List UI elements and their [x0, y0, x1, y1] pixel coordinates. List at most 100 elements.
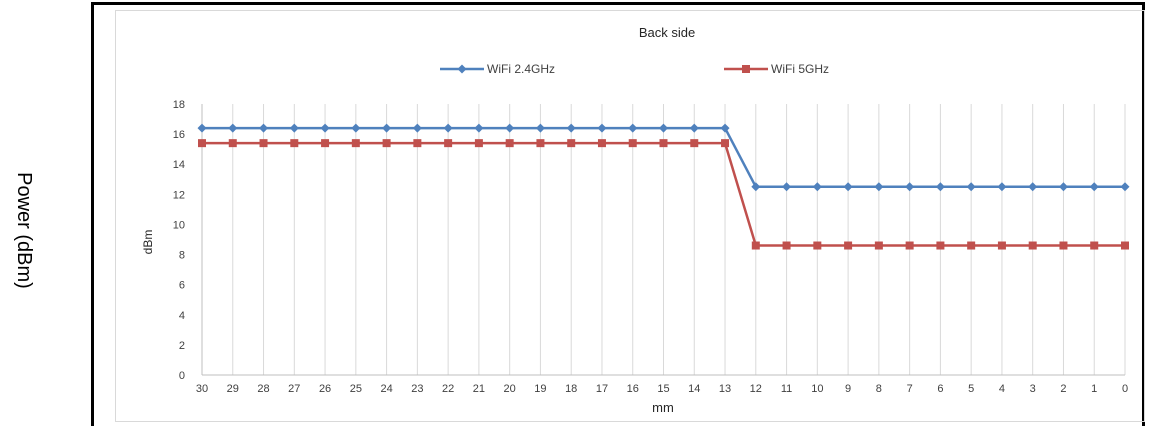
x-tick-label: 11: [781, 383, 792, 395]
x-tick-label: 28: [257, 383, 269, 395]
data-point-marker: [997, 182, 1007, 192]
x-tick-label: 16: [627, 383, 639, 395]
data-point-marker: [1121, 241, 1129, 250]
x-tick-labels: 30 29 28 27 26 25 24 23 22 21 20 19 18 17 16 15 14 13 12 11…: [196, 383, 1128, 395]
data-point-marker: [843, 182, 853, 192]
x-tick-label: 9: [845, 383, 851, 395]
x-tick-label: 0: [1122, 383, 1128, 395]
data-point-marker: [967, 241, 976, 250]
x-tick-label: 13: [719, 383, 731, 395]
data-point-marker: [198, 139, 206, 148]
y-tick-label: 2: [179, 340, 185, 352]
x-axis-title: mm: [652, 400, 674, 415]
x-tick-label: 29: [227, 383, 239, 395]
data-point-marker: [812, 182, 822, 192]
axes: [201, 104, 1125, 376]
chart-title: Back side: [639, 25, 695, 40]
x-tick-label: 5: [968, 383, 974, 395]
data-point-marker: [412, 123, 422, 133]
x-tick-label: 19: [534, 383, 546, 395]
data-point-marker: [1058, 182, 1068, 192]
x-tick-label: 6: [937, 383, 943, 395]
data-point-marker: [382, 139, 391, 148]
x-tick-label: 23: [411, 383, 423, 395]
x-tick-label: 15: [657, 383, 669, 395]
data-point-marker: [444, 139, 453, 148]
legend-marker: [742, 65, 750, 73]
x-tick-label: 1: [1091, 383, 1097, 395]
x-tick-label: 18: [565, 383, 577, 395]
y-tick-label: 10: [173, 219, 185, 231]
x-tick-label: 7: [907, 383, 913, 395]
data-point-marker: [536, 139, 545, 148]
data-point-marker: [597, 139, 606, 148]
x-tick-label: 10: [811, 383, 823, 395]
x-tick-label: 2: [1060, 383, 1066, 395]
x-tick-label: 24: [380, 383, 392, 395]
x-tick-label: 25: [350, 383, 362, 395]
x-tick-label: 4: [999, 383, 1005, 395]
series-1: [197, 123, 1130, 192]
y-tick-label: 0: [179, 370, 185, 382]
data-point-marker: [413, 139, 422, 148]
data-point-marker: [690, 139, 699, 148]
data-point-marker: [782, 182, 792, 192]
data-point-marker: [1059, 241, 1068, 250]
x-tick-label: 30: [196, 383, 208, 395]
x-tick-label: 20: [504, 383, 516, 395]
data-point-marker: [751, 241, 760, 250]
data-point-marker: [474, 123, 484, 133]
gridlines: [201, 104, 1126, 375]
data-point-marker: [443, 123, 453, 133]
legend-item: WiFi 5GHz: [724, 62, 829, 76]
data-point-marker: [935, 182, 945, 192]
data-point-marker: [905, 241, 914, 250]
legend-item: WiFi 2.4GHz: [440, 62, 555, 76]
data-point-marker: [505, 139, 514, 148]
legend-label: WiFi 5GHz: [771, 62, 829, 76]
data-point-marker: [751, 182, 761, 192]
data-point-marker: [321, 139, 330, 148]
y-tick-label: 18: [173, 99, 185, 111]
data-point-marker: [289, 123, 299, 133]
y-axis-title: dBm: [141, 230, 155, 255]
data-point-marker: [936, 241, 945, 250]
x-tick-label: 14: [688, 383, 700, 395]
data-point-marker: [197, 123, 207, 133]
series-lines: [197, 123, 1130, 250]
data-point-marker: [474, 139, 483, 148]
y-tick-labels: 0 2 4 6 8 10 12 14 16 18: [173, 99, 185, 382]
data-point-marker: [628, 139, 637, 148]
y-tick-label: 16: [173, 129, 185, 141]
legend: WiFi 2.4GHz WiFi 5GHz: [440, 62, 829, 76]
x-tick-label: 27: [288, 383, 300, 395]
data-point-marker: [1090, 241, 1099, 250]
data-point-marker: [782, 241, 791, 250]
data-point-marker: [1028, 241, 1037, 250]
data-point-marker: [1028, 182, 1038, 192]
data-point-marker: [505, 123, 515, 133]
data-point-marker: [320, 123, 330, 133]
data-point-marker: [628, 123, 638, 133]
data-point-marker: [382, 123, 392, 133]
data-point-marker: [1089, 182, 1099, 192]
data-point-marker: [659, 123, 668, 133]
data-point-marker: [597, 123, 607, 133]
data-point-marker: [874, 182, 884, 192]
data-point-marker: [720, 123, 730, 133]
x-tick-label: 3: [1030, 383, 1036, 395]
data-point-marker: [259, 139, 268, 148]
legend-label: WiFi 2.4GHz: [487, 62, 555, 76]
data-point-marker: [351, 139, 360, 148]
y-tick-label: 8: [179, 250, 185, 262]
x-tick-label: 8: [876, 383, 882, 395]
x-tick-label: 17: [596, 383, 608, 395]
x-tick-label: 22: [442, 383, 454, 395]
data-point-marker: [351, 123, 361, 133]
data-point-marker: [228, 123, 238, 133]
figure-frame: [91, 2, 1145, 426]
data-point-marker: [874, 241, 883, 250]
data-point-marker: [966, 182, 976, 192]
data-point-marker: [905, 182, 915, 192]
